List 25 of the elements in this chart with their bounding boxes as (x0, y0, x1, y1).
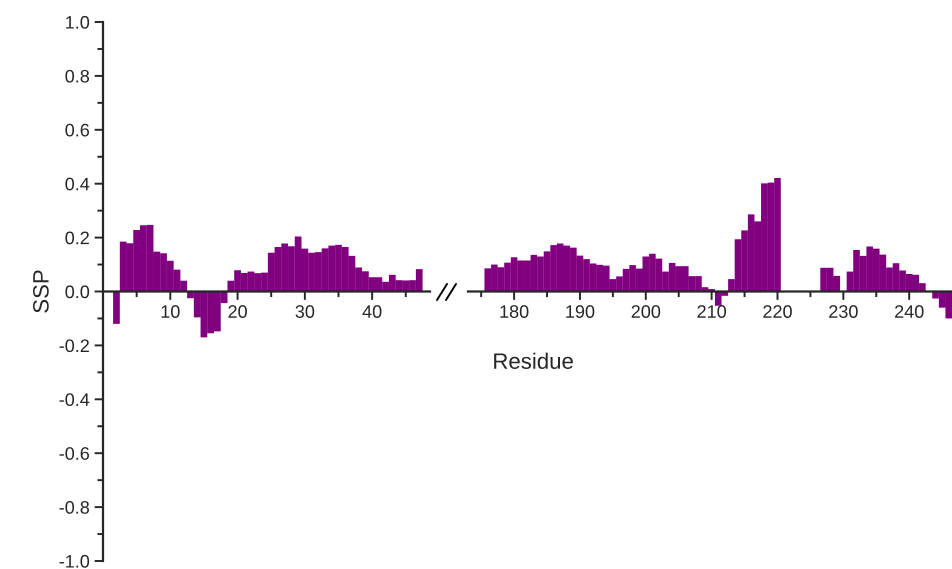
y-tick-label: 0.6 (65, 124, 90, 137)
y-tick-label: 0.0 (65, 285, 90, 298)
y-tick-label: -0.4 (60, 393, 90, 406)
y-tick-label: 0.4 (65, 178, 90, 190)
x-tick-label: 240 (895, 305, 924, 318)
y-tick-label: -0.6 (60, 447, 90, 460)
x-tick-label: 190 (566, 305, 594, 318)
x-tick-label: 180 (500, 305, 528, 318)
bar (113, 292, 120, 324)
x-tick-label: 220 (763, 305, 792, 318)
y-axis-title: SSP (33, 270, 49, 313)
x-tick-label: 40 (362, 305, 382, 318)
x-tick-label: 200 (632, 305, 660, 318)
x-tick-label: 230 (829, 305, 858, 318)
y-tick-label: 1.0 (66, 16, 90, 29)
y-tick-label: 0.8 (65, 70, 90, 83)
y-tick-label: -0.8 (60, 501, 90, 514)
x-tick-label: 20 (228, 305, 247, 318)
y-tick-label: -1.0 (60, 554, 90, 568)
y-tick-label: -0.2 (60, 339, 89, 352)
y-tick-label: 0.2 (65, 232, 89, 244)
x-tick-label: 210 (697, 305, 726, 318)
x-axis-title: Residue (494, 352, 573, 369)
x-tick-label: 30 (296, 305, 314, 318)
x-tick-label: 10 (162, 305, 180, 318)
